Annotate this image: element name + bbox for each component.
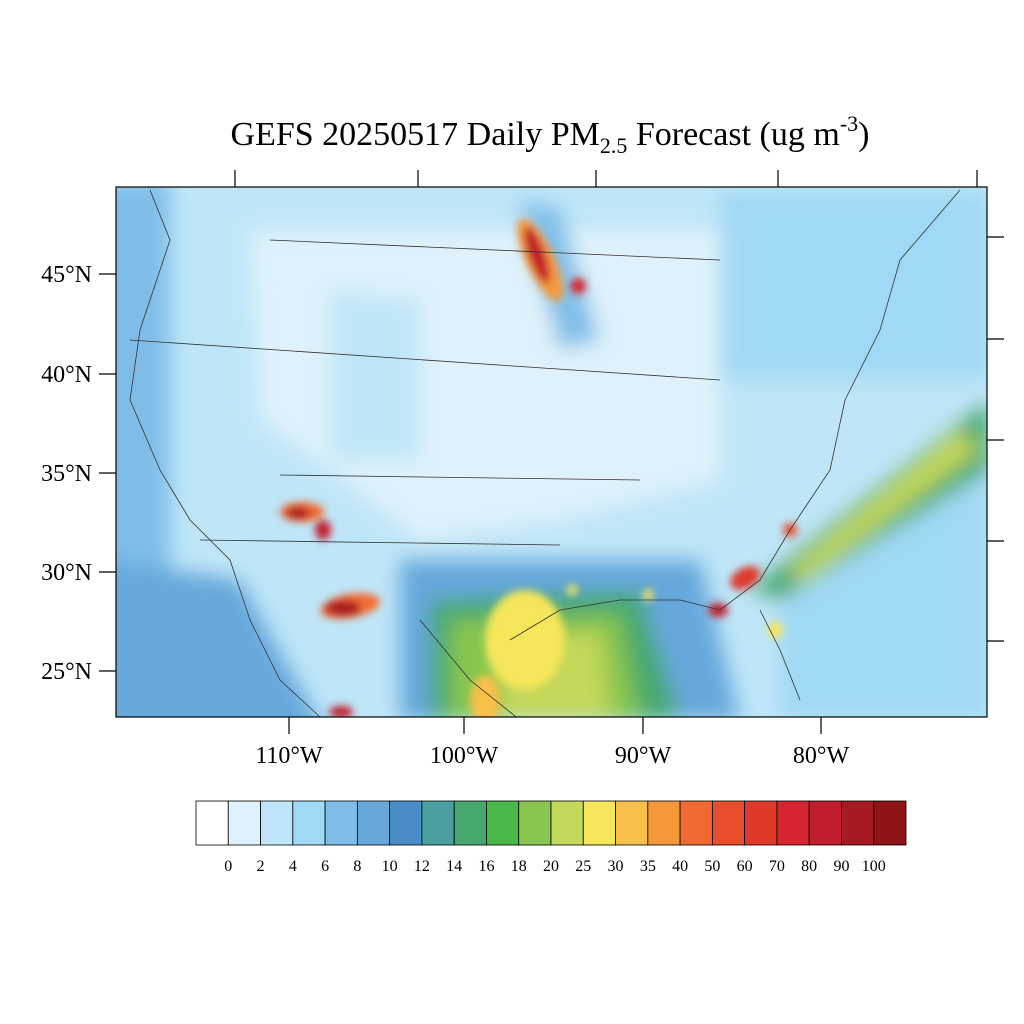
colorbar-box <box>744 800 778 846</box>
colorbar-label: 0 <box>224 858 232 875</box>
colorbar-box <box>292 800 326 846</box>
lon-label: 80°W <box>793 743 850 769</box>
colorbar-label: 10 <box>382 858 398 875</box>
lat-label: 35°N <box>41 461 92 487</box>
colorbar-box <box>615 800 649 846</box>
colorbar-box <box>808 800 842 846</box>
colorbar-box <box>389 800 423 846</box>
colorbar-label: 6 <box>321 858 329 875</box>
map-frame <box>115 186 988 718</box>
colorbar-label: 25 <box>575 858 591 875</box>
colorbar-box <box>647 800 681 846</box>
lat-label: 25°N <box>41 659 92 685</box>
colorbar-label: 70 <box>769 858 785 875</box>
colorbar-box <box>486 800 520 846</box>
colorbar-label: 40 <box>672 858 688 875</box>
colorbar-box <box>356 800 391 846</box>
colorbar-box <box>776 800 810 846</box>
lat-label: 45°N <box>41 262 92 288</box>
axis-labels: 45°N 40°N 35°N 30°N 25°N 110°W 100°W 90°W 80°W <box>41 262 849 769</box>
colorbar-box <box>841 800 875 846</box>
colorbar-box <box>421 800 455 846</box>
colorbar-box <box>324 800 358 846</box>
colorbar-label: 80 <box>801 858 817 875</box>
colorbar-label: 8 <box>353 858 361 875</box>
colorbar: 0 2 4 6 8 10 12 14 16 18 20 25 30 35 40 50 60 70 80 90 100 <box>195 800 907 875</box>
title-end: ) <box>858 116 869 153</box>
colorbar-box <box>679 800 713 846</box>
colorbar-label: 100 <box>862 858 886 875</box>
lon-label: 100°W <box>430 743 499 769</box>
colorbar-box <box>711 800 746 846</box>
colorbar-box <box>260 800 294 846</box>
title-mid: Forecast (ug m <box>627 116 839 153</box>
colorbar-box <box>582 800 616 846</box>
title-sup: -3 <box>840 111 858 136</box>
colorbar-label: 14 <box>446 858 462 875</box>
colorbar-label: 30 <box>608 858 624 875</box>
title-sub: 2.5 <box>600 133 628 158</box>
colorbar-box <box>453 800 487 846</box>
colorbar-box <box>873 800 907 846</box>
colorbar-box <box>518 800 552 846</box>
colorbar-box <box>550 800 584 846</box>
colorbar-label: 20 <box>543 858 559 875</box>
colorbar-label: 50 <box>704 858 720 875</box>
colorbar-label: 35 <box>640 858 656 875</box>
colorbar-label: 2 <box>257 858 265 875</box>
title-main: GEFS 20250517 Daily PM <box>231 116 600 153</box>
lat-label: 30°N <box>41 560 92 586</box>
lon-label: 110°W <box>255 743 323 769</box>
lat-label: 40°N <box>41 362 92 388</box>
lon-label: 90°W <box>615 743 672 769</box>
colorbar-label: 60 <box>737 858 753 875</box>
colorbar-label: 18 <box>511 858 527 875</box>
pm25-field <box>116 187 987 717</box>
colorbar-box <box>227 800 261 846</box>
colorbar-label: 90 <box>833 858 849 875</box>
map-ticks <box>99 170 1004 734</box>
colorbar-label: 12 <box>414 858 430 875</box>
colorbar-box <box>195 800 229 846</box>
colorbar-label: 16 <box>478 858 494 875</box>
colorbar-label: 4 <box>289 858 297 875</box>
title: GEFS 20250517 Daily PM2.5 Forecast (ug m… <box>231 111 870 158</box>
